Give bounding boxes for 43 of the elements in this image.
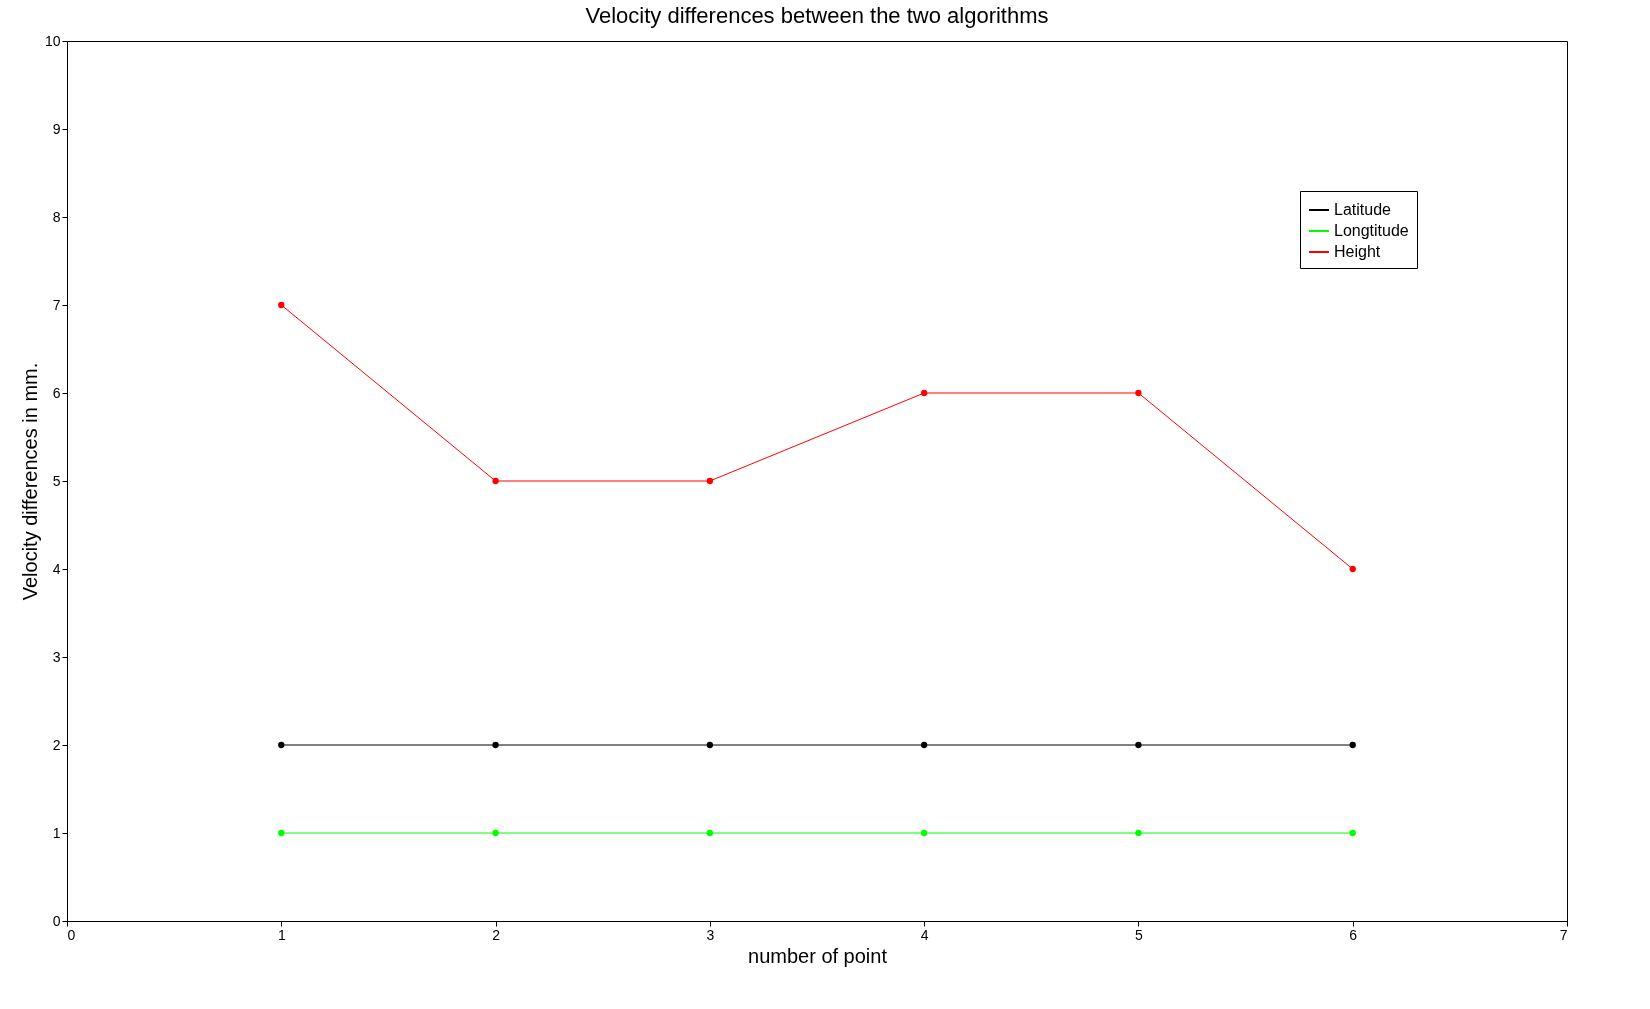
point [1135,829,1142,837]
x-tick-label: 6 [1349,926,1358,943]
y-tick-label: 5 [52,472,61,489]
x-axis-title: number of point [748,944,888,967]
point [492,741,499,749]
point [492,477,499,485]
point [1349,565,1356,573]
y-tick-label: 9 [52,120,61,137]
point [278,301,285,309]
y-tick-label: 1 [52,824,61,841]
point [1135,389,1142,397]
point [492,829,499,837]
x-tick-label: 7 [1559,926,1568,943]
y-tick-label: 0 [52,912,61,929]
chart-title: Velocity differences between the two algorithms [585,3,1049,28]
x-tick-label: 5 [1135,926,1144,943]
y-tick-label: 7 [52,296,61,313]
point [1135,741,1142,749]
legend-label: Latitude [1334,201,1392,218]
y-tick-label: 2 [52,736,61,753]
y-tick-label: 3 [52,648,61,665]
y-tick-label: 10 [44,32,61,49]
point [706,477,714,485]
x-tick-label: 4 [920,926,929,943]
point [278,741,285,749]
x-tick-label: 2 [492,926,501,943]
x-tick-label: 0 [67,926,76,943]
point [278,829,285,837]
x-tick-label: 1 [277,926,286,943]
point [920,829,928,837]
legend-label: Height [1334,243,1381,260]
y-tick-label: 4 [52,560,61,577]
y-tick-label: 6 [52,384,61,401]
point [1349,741,1356,749]
x-tick-label: 3 [706,926,715,943]
point [706,741,714,749]
point [706,829,714,837]
point [1349,829,1356,837]
legend-label: Longtitude [1334,222,1409,239]
y-axis-title: Velocity differences in mm. [18,362,41,601]
y-tick-label: 8 [52,208,61,225]
point [920,741,928,749]
point [920,389,928,397]
